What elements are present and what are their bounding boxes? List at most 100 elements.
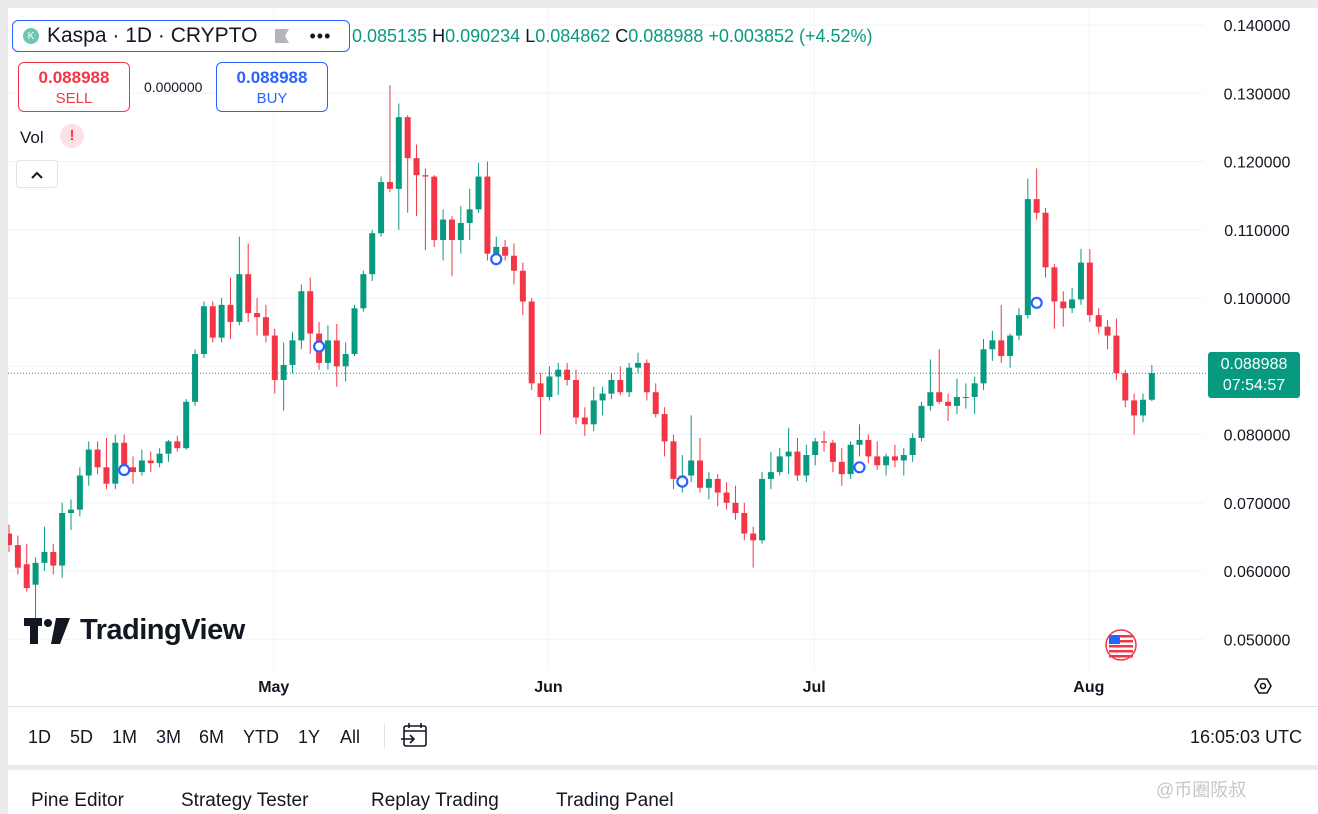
candle-body: [360, 274, 367, 309]
bar-countdown: 07:54:57: [1222, 377, 1286, 394]
tab-strategy-tester[interactable]: Strategy Tester: [181, 790, 309, 811]
candle-body: [989, 340, 996, 350]
candle-body: [386, 182, 393, 189]
candle-body: [138, 460, 145, 473]
candle-body: [688, 460, 695, 476]
candle-body: [342, 354, 349, 367]
candle-body: [245, 274, 252, 314]
range-6m[interactable]: 6M: [199, 727, 225, 747]
candle-body: [891, 456, 898, 461]
range-1m[interactable]: 1M: [112, 727, 138, 747]
y-tick-label: 0.120000: [1224, 155, 1291, 172]
candle-body: [714, 478, 721, 493]
candle-body: [1077, 262, 1084, 300]
event-marker-icon[interactable]: [312, 340, 326, 353]
tab-replay-trading[interactable]: Replay Trading: [371, 790, 499, 811]
candle-body: [502, 246, 509, 256]
candle-body: [661, 414, 668, 442]
candle-body: [608, 379, 615, 394]
candle-body: [68, 509, 75, 514]
candle-body: [599, 393, 606, 401]
utc-clock[interactable]: 16:05:03 UTC: [1189, 727, 1302, 747]
candle-body: [980, 349, 987, 384]
candlestick-chart[interactable]: 0.140000 0.130000 0.120000 0.110000 0.100000…: [8, 8, 1318, 706]
candle-body: [112, 442, 119, 484]
candle-body: [404, 117, 411, 159]
candle-body: [174, 441, 181, 449]
candle-body: [794, 451, 801, 476]
range-5d[interactable]: 5D: [70, 727, 94, 747]
candle-body: [165, 441, 172, 454]
tab-pine-editor[interactable]: Pine Editor: [31, 790, 124, 811]
candle-body: [537, 383, 544, 398]
candle-body: [466, 209, 473, 223]
candle-body: [422, 175, 429, 177]
candle-body: [1104, 326, 1111, 336]
range-divider: [384, 723, 385, 749]
candle-body: [803, 455, 810, 476]
candle-body: [448, 219, 455, 241]
candle-body: [271, 335, 278, 380]
candle-body: [289, 340, 296, 365]
x-tick-label: Jun: [534, 679, 562, 696]
chevron-up-icon: [31, 171, 43, 179]
y-tick-label: 0.110000: [1224, 223, 1290, 240]
event-marker-icon[interactable]: [490, 253, 503, 266]
more-options-icon[interactable]: •••: [309, 25, 332, 46]
candle-body: [723, 492, 730, 503]
candle-body: [945, 401, 952, 406]
event-marker-icon[interactable]: [676, 475, 689, 488]
candle-body: [626, 367, 633, 393]
candle-body: [705, 478, 712, 488]
range-3m[interactable]: 3M: [156, 727, 182, 747]
candle-body: [484, 176, 491, 254]
range-1y[interactable]: 1Y: [298, 727, 321, 747]
x-tick-label: May: [258, 679, 289, 696]
candle-body: [413, 158, 420, 176]
sell-button[interactable]: 0.088988 SELL: [18, 62, 130, 112]
candle-body: [1015, 315, 1022, 336]
candle-body: [262, 317, 269, 336]
candle-body: [85, 449, 92, 476]
candle-body: [8, 533, 12, 546]
x-tick-label: Aug: [1073, 679, 1104, 696]
candle-body: [1007, 335, 1014, 357]
candle-body: [76, 475, 83, 510]
candle-body: [883, 456, 890, 466]
candle-body: [130, 467, 137, 473]
collapse-indicators-button[interactable]: [16, 160, 58, 188]
candle-body: [457, 222, 464, 241]
tradingview-logo-icon: [24, 617, 70, 644]
candle-body: [156, 453, 163, 464]
symbol-legend[interactable]: K Kaspa · 1D · CRYPTO •••: [12, 20, 350, 52]
us-flag-icon[interactable]: [1105, 629, 1137, 661]
range-1d[interactable]: 1D: [28, 727, 52, 747]
ohlc-low-value: 0.084862: [535, 26, 611, 46]
ohlc-low-label: L: [525, 26, 536, 46]
event-marker-icon[interactable]: [853, 461, 866, 474]
ohlc-change: +0.003852 (+4.52%): [708, 26, 873, 46]
candle-body: [510, 255, 517, 271]
last-price: 0.088988: [1220, 356, 1288, 373]
last-price-tag: 0.088988 07:54:57: [1208, 352, 1300, 398]
candle-body: [50, 551, 57, 566]
axis-settings-icon[interactable]: [1254, 678, 1272, 694]
tab-trading-panel[interactable]: Trading Panel: [556, 790, 674, 811]
candle-body: [1069, 299, 1076, 309]
range-ytd[interactable]: YTD: [243, 727, 279, 747]
range-all[interactable]: All: [340, 727, 361, 747]
ohlc-close-value: 0.088988: [628, 26, 704, 46]
event-marker-icon[interactable]: [1030, 296, 1043, 309]
candle-body: [14, 545, 21, 568]
candle-body: [209, 306, 216, 338]
volume-alert-icon[interactable]: !: [60, 124, 84, 148]
candle-body: [1148, 373, 1155, 400]
go-to-date-icon[interactable]: [400, 722, 430, 750]
flag-icon[interactable]: [273, 28, 291, 44]
buy-button[interactable]: 0.088988 BUY: [216, 62, 328, 112]
y-tick-label: 0.130000: [1224, 86, 1291, 103]
candle-body: [200, 306, 207, 355]
x-tick-label: Jul: [803, 679, 826, 696]
event-marker-icon[interactable]: [118, 463, 131, 477]
y-tick-label: 0.140000: [1224, 18, 1291, 35]
